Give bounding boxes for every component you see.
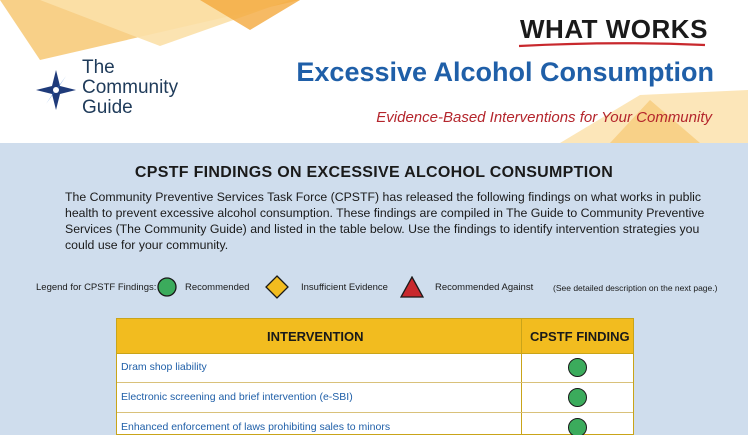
- intervention-link[interactable]: Enhanced enforcement of laws prohibiting…: [121, 421, 391, 433]
- legend-insufficient: Insufficient Evidence: [301, 282, 388, 293]
- header-intervention: INTERVENTION: [267, 329, 364, 344]
- recommended-circle-icon: [568, 358, 587, 377]
- what-works-label: WHAT WORKS: [520, 14, 708, 44]
- findings-table: INTERVENTION CPSTF FINDING Dram shop lia…: [116, 318, 634, 435]
- table-row: Electronic screening and brief intervent…: [117, 384, 633, 413]
- red-swoosh: [518, 42, 706, 48]
- legend-recommended: Recommended: [185, 282, 250, 293]
- intro-paragraph: The Community Preventive Services Task F…: [65, 190, 705, 252]
- findings-legend: Legend for CPSTF Findings: Recommended I…: [36, 275, 736, 299]
- logo-line-2: Community: [82, 77, 179, 98]
- recommended-circle-icon: [568, 388, 587, 407]
- community-guide-logo: The Community Guide: [36, 58, 196, 122]
- table-header: INTERVENTION CPSTF FINDING: [117, 319, 633, 354]
- header-banner: The Community Guide WHAT WORKS Excessive…: [0, 0, 748, 143]
- against-triangle-icon: [400, 276, 424, 298]
- section-title: CPSTF FINDINGS ON EXCESSIVE ALCOHOL CONS…: [134, 164, 614, 181]
- intervention-link[interactable]: Dram shop liability: [121, 361, 207, 373]
- page-subtitle: Evidence-Based Interventions for Your Co…: [376, 109, 712, 126]
- logo-text: The Community Guide: [82, 58, 178, 118]
- insufficient-diamond-icon: [265, 275, 289, 299]
- table-row: Enhanced enforcement of laws prohibiting…: [117, 414, 633, 435]
- legend-against: Recommended Against: [435, 282, 534, 293]
- header-finding: CPSTF FINDING: [530, 329, 630, 344]
- decorative-wedges: [0, 0, 748, 143]
- recommended-circle-icon: [568, 418, 587, 435]
- table-row: Dram shop liability: [117, 354, 633, 383]
- logo-line-1: The: [82, 57, 115, 78]
- page-title: Excessive Alcohol Consumption: [296, 57, 714, 87]
- compass-star-icon: [36, 70, 76, 110]
- legend-note: (See detailed description on the next pa…: [553, 283, 718, 293]
- intervention-link[interactable]: Electronic screening and brief intervent…: [121, 391, 353, 403]
- legend-label: Legend for CPSTF Findings:: [36, 282, 157, 293]
- column-divider: [521, 319, 522, 435]
- recommended-circle-icon: [157, 277, 177, 297]
- logo-line-3: Guide: [82, 97, 133, 118]
